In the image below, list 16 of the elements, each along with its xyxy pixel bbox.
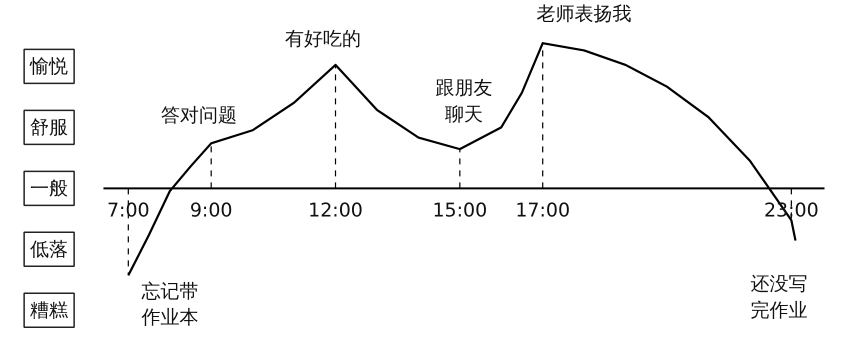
text: 忘记带作业本: [140, 280, 198, 329]
annotation: 跟朋友聊天: [435, 77, 492, 126]
text: 舒服: [30, 116, 68, 138]
x-tick-label: 17:00: [515, 199, 570, 222]
x-tick-label: 9:00: [190, 199, 233, 222]
text: 老师表扬我: [536, 3, 632, 26]
text: 愉悦: [29, 55, 68, 78]
x-tick-label: 12:00: [308, 199, 363, 222]
annotation: 还没写完作业: [750, 273, 808, 322]
annotation: 答对问题: [160, 104, 237, 127]
x-tick-label: 15:00: [432, 199, 488, 222]
annotation: 有好吃的: [285, 28, 362, 50]
x-tick-label: 7:00: [106, 199, 150, 222]
text: 一般: [30, 177, 68, 200]
text: 糟糕: [30, 299, 68, 322]
text: 低落: [30, 238, 68, 260]
